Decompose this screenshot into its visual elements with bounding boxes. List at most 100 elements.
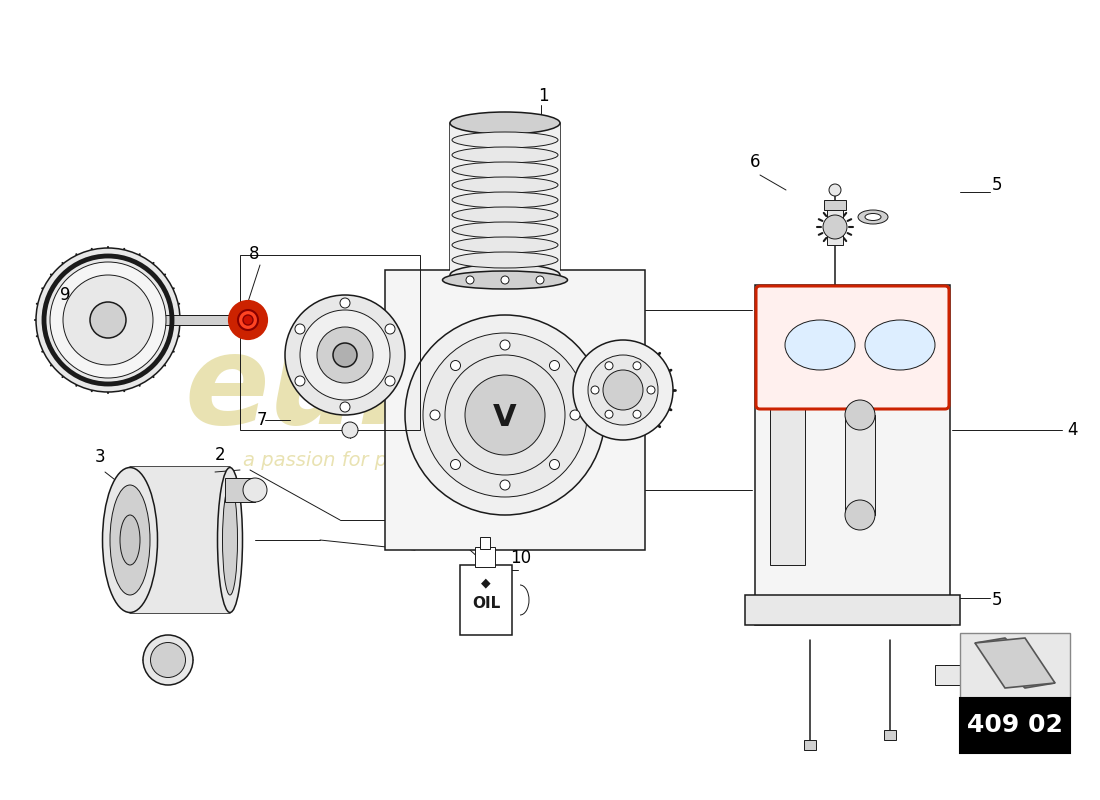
Bar [480, 537, 490, 549]
Bar [460, 565, 512, 635]
Ellipse shape [452, 132, 558, 148]
Bar [804, 740, 816, 750]
Circle shape [50, 262, 166, 378]
Bar [226, 478, 255, 502]
Text: 2: 2 [214, 446, 225, 464]
Circle shape [238, 310, 258, 330]
Circle shape [340, 298, 350, 308]
Circle shape [500, 480, 510, 490]
Text: OIL: OIL [472, 595, 500, 610]
Bar [385, 270, 645, 550]
Circle shape [591, 386, 600, 394]
Ellipse shape [865, 214, 881, 221]
Circle shape [446, 355, 565, 475]
Ellipse shape [143, 635, 192, 685]
Ellipse shape [222, 485, 238, 595]
Circle shape [605, 362, 613, 370]
Text: 8: 8 [249, 245, 260, 263]
Ellipse shape [151, 642, 186, 678]
Text: 6: 6 [750, 153, 760, 171]
Circle shape [295, 376, 305, 386]
Bar [960, 633, 1070, 698]
Ellipse shape [452, 222, 558, 238]
Circle shape [342, 422, 358, 438]
Circle shape [845, 500, 875, 530]
Bar [960, 698, 1070, 753]
Bar [827, 205, 843, 245]
Polygon shape [975, 638, 1055, 688]
Circle shape [573, 340, 673, 440]
Circle shape [430, 410, 440, 420]
Ellipse shape [452, 207, 558, 223]
Text: europ: europ [185, 330, 595, 450]
Circle shape [90, 302, 126, 338]
Text: a passion for parts since 1985: a passion for parts since 1985 [243, 450, 537, 470]
Circle shape [500, 276, 509, 284]
Circle shape [550, 361, 560, 370]
Circle shape [588, 355, 658, 425]
Circle shape [405, 315, 605, 515]
Circle shape [340, 402, 350, 412]
Circle shape [603, 370, 644, 410]
Bar [755, 285, 950, 625]
Text: 4: 4 [1067, 421, 1077, 439]
Text: 5: 5 [992, 591, 1002, 609]
Ellipse shape [450, 264, 560, 286]
Circle shape [63, 275, 153, 365]
Ellipse shape [442, 271, 568, 289]
Circle shape [243, 478, 267, 502]
Text: 3: 3 [95, 448, 106, 466]
Ellipse shape [218, 467, 242, 613]
Ellipse shape [452, 192, 558, 208]
Bar [884, 730, 896, 740]
Circle shape [550, 459, 560, 470]
Circle shape [385, 324, 395, 334]
Circle shape [36, 248, 180, 392]
Circle shape [451, 361, 461, 370]
Ellipse shape [452, 252, 558, 268]
Circle shape [500, 340, 510, 350]
Circle shape [230, 302, 266, 338]
Circle shape [243, 315, 253, 325]
Ellipse shape [785, 320, 855, 370]
Circle shape [632, 362, 641, 370]
FancyBboxPatch shape [756, 286, 949, 409]
Text: 7: 7 [256, 411, 267, 429]
Circle shape [536, 276, 544, 284]
Text: V: V [493, 402, 517, 431]
Circle shape [465, 375, 544, 455]
Ellipse shape [450, 112, 560, 134]
Ellipse shape [452, 147, 558, 163]
Ellipse shape [102, 467, 157, 613]
Circle shape [570, 410, 580, 420]
Bar [130, 467, 230, 613]
Ellipse shape [858, 210, 888, 224]
Bar [770, 335, 805, 565]
Circle shape [317, 327, 373, 383]
Circle shape [285, 295, 405, 415]
Circle shape [647, 386, 654, 394]
Bar [240, 255, 420, 430]
Text: 10: 10 [510, 549, 531, 567]
Bar [475, 547, 495, 567]
Text: ◆: ◆ [481, 577, 491, 590]
Circle shape [385, 376, 395, 386]
Bar [824, 200, 846, 210]
Text: 409 02: 409 02 [967, 714, 1063, 738]
Circle shape [295, 324, 305, 334]
Circle shape [632, 410, 641, 418]
Ellipse shape [452, 177, 558, 193]
Bar [935, 665, 970, 685]
Circle shape [605, 410, 613, 418]
Ellipse shape [865, 320, 935, 370]
Circle shape [829, 184, 842, 196]
Bar [845, 415, 875, 515]
Polygon shape [975, 638, 1055, 688]
Bar [745, 595, 960, 625]
Text: 1: 1 [538, 87, 548, 105]
Circle shape [823, 215, 847, 239]
Circle shape [845, 400, 875, 430]
Ellipse shape [452, 162, 558, 178]
Circle shape [466, 276, 474, 284]
Bar [450, 123, 560, 275]
